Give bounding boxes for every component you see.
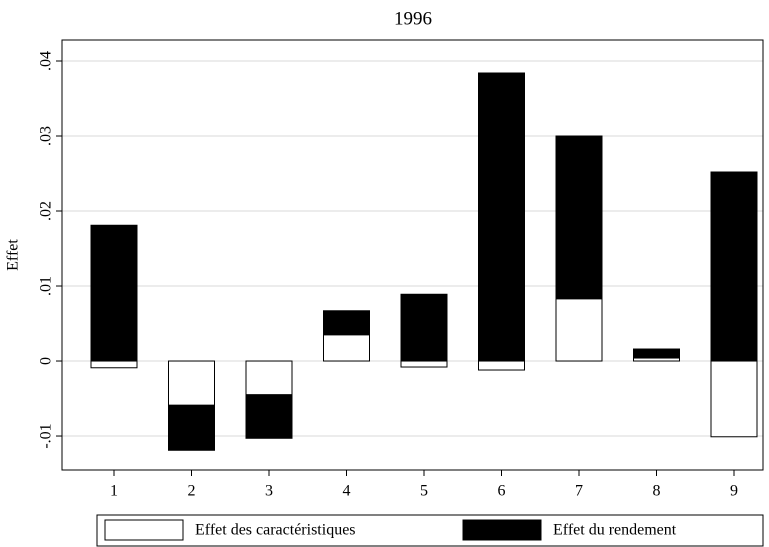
x-tick-label: 8 [653,483,661,500]
bar-segment [323,334,370,362]
x-tick-label: 1 [110,483,118,500]
bar-segment [168,360,215,406]
bar-segment [478,360,525,371]
chart-title: 1996 [394,8,432,29]
bar-segment [555,135,603,300]
bar-segment [245,394,293,439]
bar-segment [400,360,448,368]
x-tick-label: 3 [265,483,273,500]
legend-box [96,514,764,547]
plot-frame [61,39,764,471]
bar-segment [245,360,293,396]
bar-segment [90,224,138,362]
x-tick-label: 7 [575,483,583,500]
bar-segment [633,348,680,359]
y-tick-label: .02 [38,201,55,221]
x-tick-label: 2 [188,483,196,500]
y-tick-label: .04 [38,51,55,71]
bar-segment [400,293,448,362]
legend-label: Effet du rendement [553,522,677,539]
y-tick-label: 0 [38,357,55,365]
y-tick-label: .03 [38,126,55,146]
x-tick-label: 4 [343,483,351,500]
legend-label: Effet des caractéristiques [195,522,356,539]
y-axis-label: Effet [5,239,22,271]
bar-segment [168,404,215,451]
x-tick-label: 9 [730,483,738,500]
bar-segment [555,298,603,362]
y-tick-label: -.01 [38,423,55,448]
bar-segment [710,171,758,362]
y-tick-label: .01 [38,276,55,296]
bar-segment [323,310,370,336]
legend-swatch [462,519,542,541]
x-tick-label: 5 [420,483,428,500]
x-tick-label: 6 [498,483,506,500]
bar-segment [710,360,758,438]
legend-swatch [104,519,184,541]
bar-segment [478,72,525,362]
bar-segment [90,360,138,369]
